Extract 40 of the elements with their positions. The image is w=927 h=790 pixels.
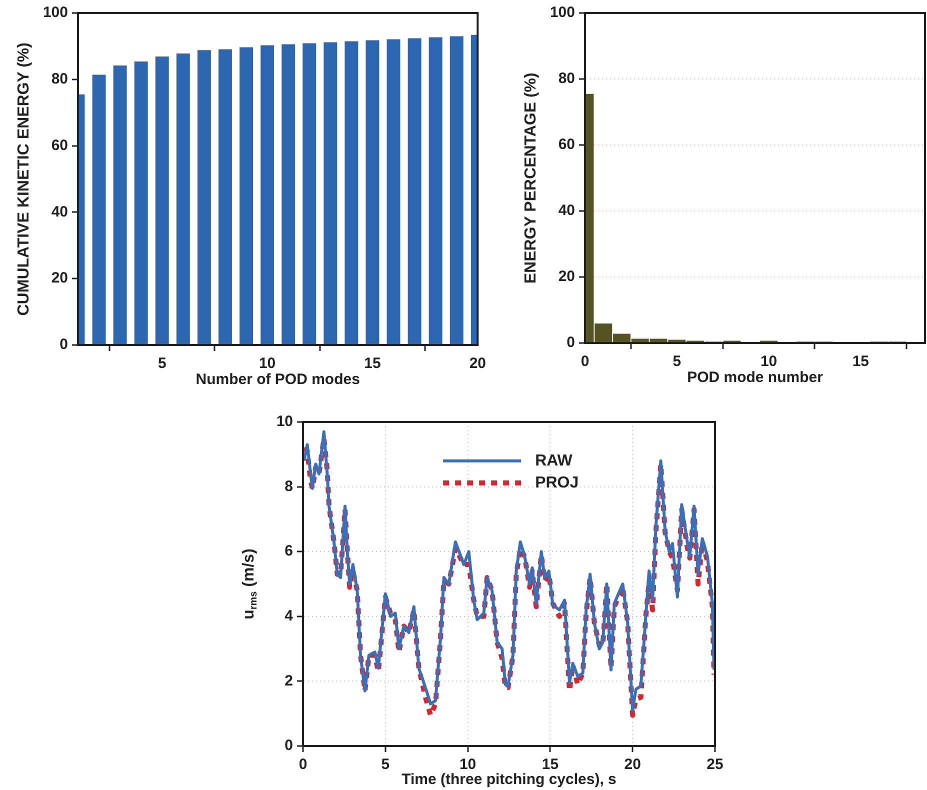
y-tick-label: 0 bbox=[566, 334, 575, 352]
x-tick-label: 20 bbox=[624, 756, 641, 774]
y-axis-title: ENERGY PERCENTAGE (%) bbox=[522, 72, 540, 284]
legend-label: RAW bbox=[535, 452, 574, 470]
y-tick-label: 2 bbox=[284, 672, 293, 690]
x-tick-label: 25 bbox=[706, 756, 724, 774]
x-tick-label: 5 bbox=[381, 756, 390, 774]
y-tick-label: 0 bbox=[284, 737, 293, 754]
y-tick-label: 40 bbox=[51, 203, 68, 220]
y-tick-label: 20 bbox=[51, 270, 68, 287]
x-tick-label: 10 bbox=[258, 355, 276, 372]
y-tick-label: 40 bbox=[558, 202, 575, 220]
x-tick-label: 10 bbox=[760, 353, 778, 370]
x-tick-label: 20 bbox=[469, 355, 486, 372]
x-axis-title: Time (three pitching cycles), s bbox=[402, 771, 616, 788]
x-tick-label: 5 bbox=[672, 353, 682, 370]
y-tick-label: 80 bbox=[51, 70, 68, 88]
x-tick-label: 15 bbox=[852, 353, 870, 370]
y-axis-title: CUMULATIVE KINETIC ENERGY (%) bbox=[15, 42, 32, 316]
y-tick-label: 100 bbox=[550, 4, 575, 22]
y-tick-label: 8 bbox=[284, 478, 293, 495]
y-axis-title: urms (m/s) bbox=[240, 548, 260, 620]
y-tick-label: 100 bbox=[42, 4, 68, 22]
legend-label: PROJ bbox=[535, 474, 579, 492]
x-tick-label: 15 bbox=[542, 756, 559, 774]
y-tick-label: 4 bbox=[284, 608, 294, 625]
y-tick-label: 6 bbox=[284, 542, 293, 560]
y-tick-label: 20 bbox=[558, 268, 575, 286]
x-tick-label: 10 bbox=[459, 756, 476, 774]
x-tick-label: 5 bbox=[158, 355, 166, 372]
x-tick-label: 15 bbox=[364, 355, 381, 372]
y-tick-label: 60 bbox=[558, 136, 575, 154]
x-tick-label: 0 bbox=[298, 756, 308, 774]
y-tick-label: 0 bbox=[60, 336, 68, 354]
x-axis-title: POD mode number bbox=[687, 369, 824, 386]
y-tick-label: 60 bbox=[51, 136, 68, 154]
x-tick-label: 0 bbox=[580, 353, 590, 370]
y-tick-label: 80 bbox=[558, 70, 575, 88]
y-tick-label: 10 bbox=[276, 413, 293, 430]
x-axis-title: Number of POD modes bbox=[196, 371, 360, 388]
